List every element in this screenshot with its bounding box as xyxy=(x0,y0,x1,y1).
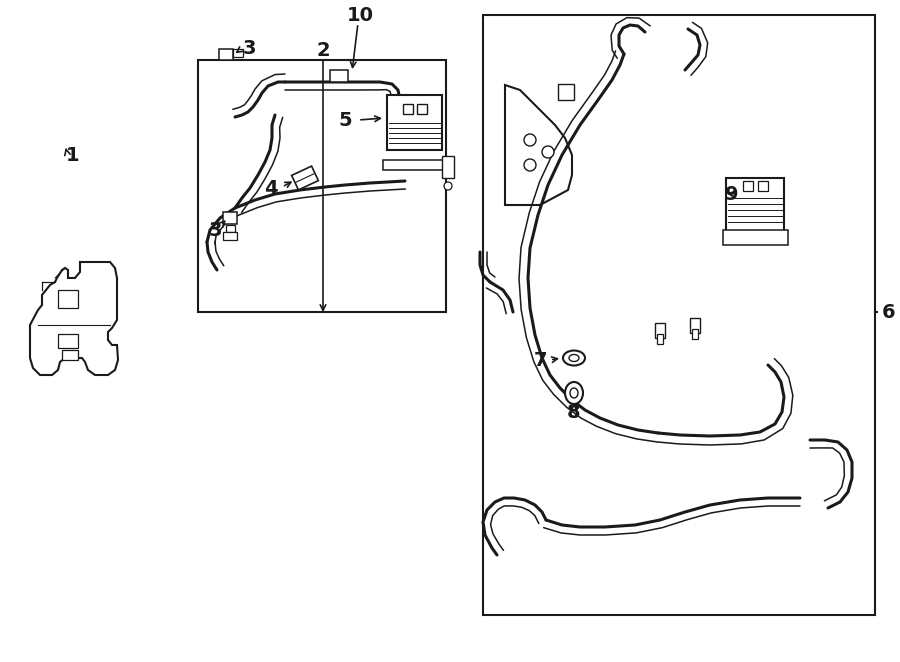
Polygon shape xyxy=(505,85,572,205)
Circle shape xyxy=(444,182,452,190)
Bar xyxy=(330,70,348,82)
Bar xyxy=(723,230,788,245)
Text: 2: 2 xyxy=(316,40,329,60)
Text: 8: 8 xyxy=(567,402,580,422)
Polygon shape xyxy=(30,262,118,375)
Bar xyxy=(690,318,700,333)
Text: 9: 9 xyxy=(724,185,738,203)
Bar xyxy=(655,323,665,338)
Text: 10: 10 xyxy=(346,5,374,24)
Bar xyxy=(233,49,243,57)
Text: 4: 4 xyxy=(265,179,278,197)
Bar xyxy=(198,60,446,312)
Bar xyxy=(743,181,753,191)
Bar xyxy=(758,181,768,191)
Bar xyxy=(657,334,663,344)
Bar xyxy=(223,212,237,224)
Ellipse shape xyxy=(565,382,583,404)
Bar xyxy=(58,334,78,348)
Bar xyxy=(417,104,427,114)
Bar xyxy=(442,156,454,178)
Text: 5: 5 xyxy=(338,111,352,130)
Ellipse shape xyxy=(563,350,585,365)
Ellipse shape xyxy=(569,354,579,361)
Bar xyxy=(62,350,78,360)
Text: 3: 3 xyxy=(243,38,256,58)
Bar xyxy=(223,232,237,240)
Bar xyxy=(692,329,698,339)
Text: 3: 3 xyxy=(208,220,221,240)
Bar xyxy=(226,225,235,232)
Text: 6: 6 xyxy=(882,303,896,322)
Text: 7: 7 xyxy=(534,350,547,369)
Circle shape xyxy=(524,159,536,171)
Polygon shape xyxy=(383,160,445,170)
Circle shape xyxy=(542,146,554,158)
Circle shape xyxy=(524,134,536,146)
Text: 1: 1 xyxy=(67,146,80,164)
Bar xyxy=(292,166,319,190)
Bar xyxy=(558,84,574,100)
Bar xyxy=(726,178,784,233)
Bar xyxy=(219,49,233,60)
Bar xyxy=(58,290,78,308)
Bar xyxy=(403,104,413,114)
Ellipse shape xyxy=(570,388,578,398)
Bar xyxy=(483,15,875,615)
Bar xyxy=(387,95,442,150)
